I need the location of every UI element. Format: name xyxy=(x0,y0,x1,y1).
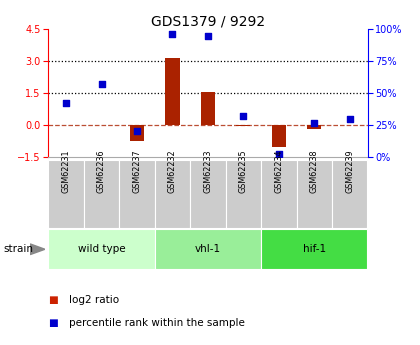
Bar xyxy=(297,160,332,228)
Text: wild type: wild type xyxy=(78,244,125,254)
Bar xyxy=(201,92,215,125)
Bar xyxy=(155,229,261,269)
Text: GSM62232: GSM62232 xyxy=(168,149,177,193)
Text: ■: ■ xyxy=(48,318,58,327)
Bar xyxy=(261,160,297,228)
Bar xyxy=(190,160,226,228)
Bar xyxy=(343,125,357,126)
Bar xyxy=(272,125,286,147)
Point xyxy=(63,101,69,106)
Text: GSM62233: GSM62233 xyxy=(203,149,213,193)
Bar xyxy=(119,160,155,228)
Text: GSM62238: GSM62238 xyxy=(310,149,319,193)
Text: GSM62236: GSM62236 xyxy=(97,149,106,193)
Point xyxy=(311,120,318,125)
Bar xyxy=(48,229,155,269)
Text: percentile rank within the sample: percentile rank within the sample xyxy=(69,318,245,327)
Point xyxy=(169,32,176,37)
Point xyxy=(98,81,105,87)
Text: GSM62231: GSM62231 xyxy=(62,149,71,193)
Text: hif-1: hif-1 xyxy=(303,244,326,254)
Point xyxy=(240,114,247,119)
Text: log2 ratio: log2 ratio xyxy=(69,295,119,305)
Title: GDS1379 / 9292: GDS1379 / 9292 xyxy=(151,14,265,28)
Text: strain: strain xyxy=(3,244,33,254)
Bar xyxy=(84,160,119,228)
Text: GSM62239: GSM62239 xyxy=(345,149,354,193)
Bar xyxy=(236,125,250,126)
Text: GSM62234: GSM62234 xyxy=(274,149,284,193)
Bar xyxy=(155,160,190,228)
Bar xyxy=(130,125,144,141)
Bar xyxy=(332,160,368,228)
Bar xyxy=(165,58,179,125)
Bar xyxy=(48,160,84,228)
Point xyxy=(276,152,282,157)
Bar xyxy=(307,125,321,129)
Text: vhl-1: vhl-1 xyxy=(195,244,221,254)
Point xyxy=(205,33,211,39)
Bar xyxy=(226,160,261,228)
Text: GSM62235: GSM62235 xyxy=(239,149,248,193)
Text: GSM62237: GSM62237 xyxy=(132,149,142,193)
Bar xyxy=(261,229,368,269)
Polygon shape xyxy=(30,244,45,255)
Point xyxy=(346,116,353,121)
Point xyxy=(134,129,140,134)
Text: ■: ■ xyxy=(48,295,58,305)
